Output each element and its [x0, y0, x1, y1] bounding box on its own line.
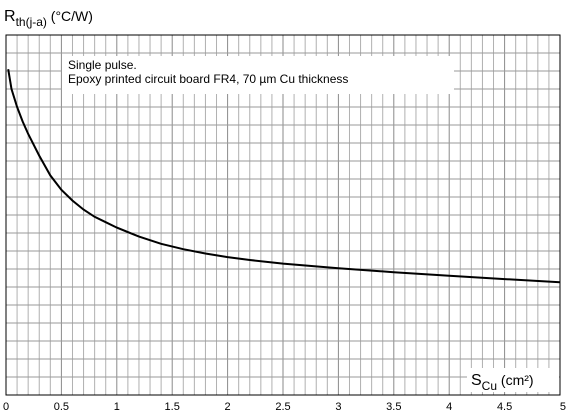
x-tick-label: 2 — [225, 401, 231, 413]
x-tick-label: 3 — [335, 401, 341, 413]
annotation-line-1: Single pulse. — [68, 58, 137, 72]
x-tick-label: 2.5 — [275, 401, 290, 413]
x-axis-label-unit: (cm²) — [497, 372, 534, 388]
y-axis-label-main: R — [4, 8, 16, 25]
x-tick-label: 3.5 — [386, 401, 401, 413]
x-axis-label: SCu (cm²) — [471, 372, 534, 393]
x-tick-label: 4 — [446, 401, 452, 413]
x-axis-label-bg — [467, 368, 559, 392]
x-tick-label: 5 — [560, 401, 566, 413]
x-tick-label: 4.5 — [497, 401, 512, 413]
annotation-line-2: Epoxy printed circuit board FR4, 70 µm C… — [68, 72, 348, 86]
x-tick-label: 1 — [114, 401, 120, 413]
x-tick-label: 1.5 — [165, 401, 180, 413]
series-line — [7, 69, 561, 284]
x-axis-label-sub: Cu — [482, 379, 497, 393]
y-axis-label: Rth(j-a) (°C/W) — [4, 8, 93, 29]
x-tick-label: 0.5 — [54, 401, 69, 413]
x-tick-label: 0 — [3, 401, 9, 413]
y-axis-label-unit: (°C/W) — [47, 8, 93, 24]
y-axis-label-sub: th(j-a) — [16, 15, 47, 29]
plot-frame — [5, 34, 561, 396]
annotation-box — [62, 56, 454, 94]
x-tick-labels: 0 0.5 1 1.5 2 2.5 3 3.5 4 4.5 5 — [3, 401, 566, 413]
x-axis-label-main: S — [471, 372, 482, 389]
